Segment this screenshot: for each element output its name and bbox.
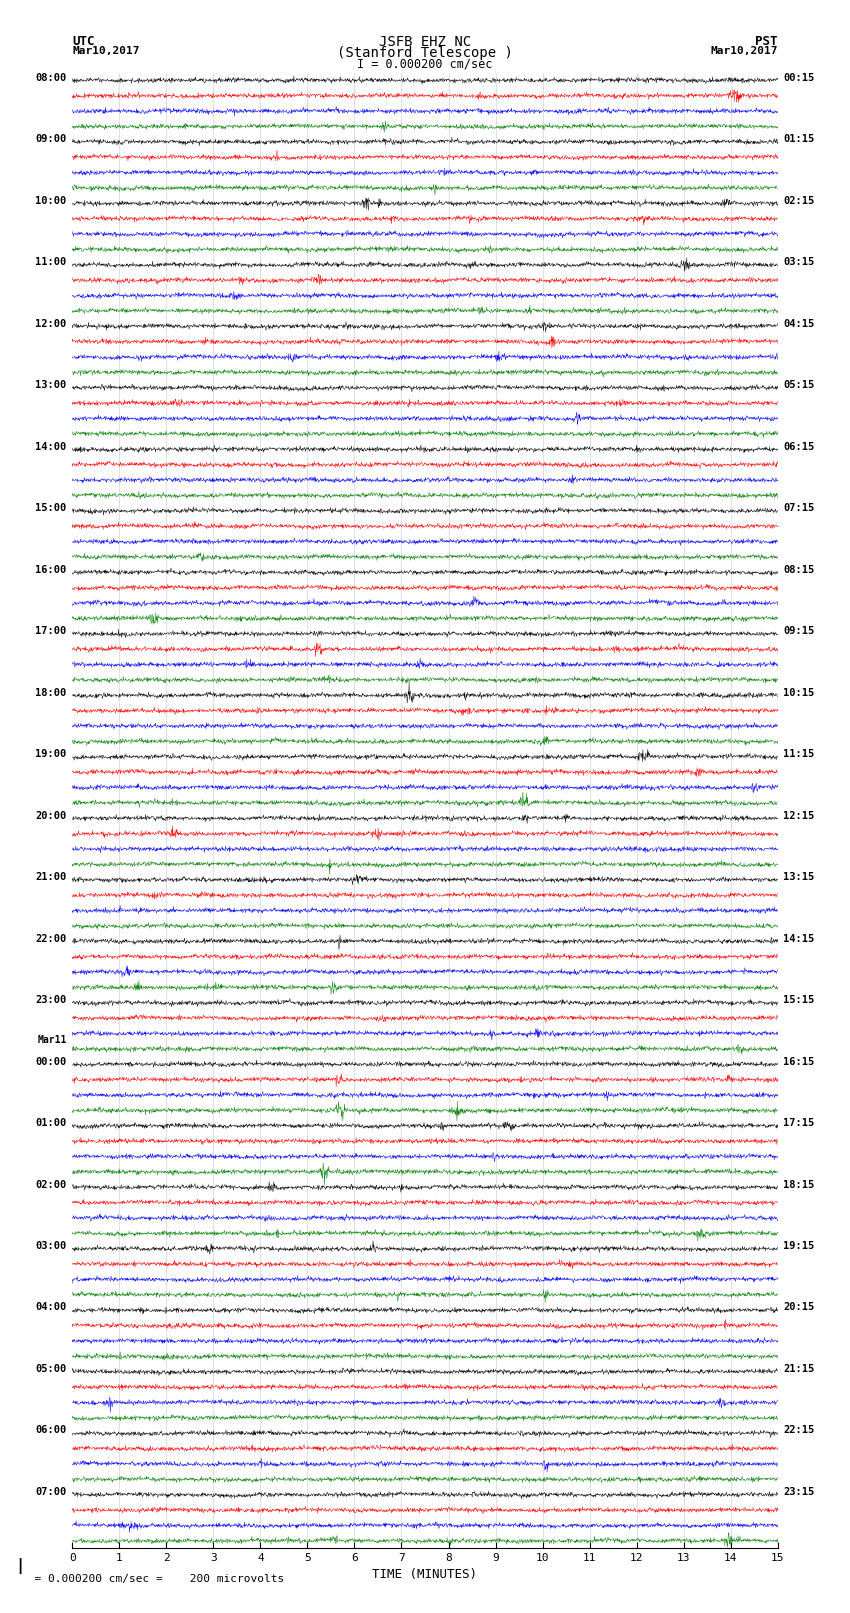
Text: 13:00: 13:00	[36, 381, 66, 390]
Text: 11:15: 11:15	[784, 748, 814, 760]
Text: 12:15: 12:15	[784, 811, 814, 821]
Text: 06:00: 06:00	[36, 1426, 66, 1436]
Text: 10:15: 10:15	[784, 687, 814, 697]
Text: |: |	[15, 1558, 25, 1574]
Text: 08:00: 08:00	[36, 73, 66, 82]
Text: 16:15: 16:15	[784, 1057, 814, 1066]
Text: 15:00: 15:00	[36, 503, 66, 513]
Text: Mar10,2017: Mar10,2017	[711, 45, 778, 56]
Text: 13:15: 13:15	[784, 873, 814, 882]
Text: 22:00: 22:00	[36, 934, 66, 944]
Text: 09:00: 09:00	[36, 134, 66, 144]
Text: 02:00: 02:00	[36, 1179, 66, 1189]
Text: UTC: UTC	[72, 35, 94, 48]
Text: 06:15: 06:15	[784, 442, 814, 452]
Text: 11:00: 11:00	[36, 256, 66, 268]
Text: 22:15: 22:15	[784, 1426, 814, 1436]
Text: 14:15: 14:15	[784, 934, 814, 944]
Text: 12:00: 12:00	[36, 319, 66, 329]
Text: 02:15: 02:15	[784, 195, 814, 205]
Text: 10:00: 10:00	[36, 195, 66, 205]
Text: 05:00: 05:00	[36, 1365, 66, 1374]
Text: 03:15: 03:15	[784, 256, 814, 268]
Text: Mar11: Mar11	[37, 1036, 66, 1045]
Text: I = 0.000200 cm/sec: I = 0.000200 cm/sec	[357, 58, 493, 71]
Text: (Stanford Telescope ): (Stanford Telescope )	[337, 45, 513, 60]
Text: 19:15: 19:15	[784, 1240, 814, 1252]
Text: 09:15: 09:15	[784, 626, 814, 636]
Text: 03:00: 03:00	[36, 1240, 66, 1252]
Text: Mar10,2017: Mar10,2017	[72, 45, 139, 56]
Text: 01:00: 01:00	[36, 1118, 66, 1127]
Text: 17:00: 17:00	[36, 626, 66, 636]
Text: 18:00: 18:00	[36, 687, 66, 697]
Text: = 0.000200 cm/sec =    200 microvolts: = 0.000200 cm/sec = 200 microvolts	[21, 1574, 285, 1584]
Text: 20:15: 20:15	[784, 1303, 814, 1313]
Text: 14:00: 14:00	[36, 442, 66, 452]
Text: 00:00: 00:00	[36, 1057, 66, 1066]
Text: PST: PST	[756, 35, 778, 48]
Text: 07:15: 07:15	[784, 503, 814, 513]
X-axis label: TIME (MINUTES): TIME (MINUTES)	[372, 1568, 478, 1581]
Text: 01:15: 01:15	[784, 134, 814, 144]
Text: 00:15: 00:15	[784, 73, 814, 82]
Text: 15:15: 15:15	[784, 995, 814, 1005]
Text: 07:00: 07:00	[36, 1487, 66, 1497]
Text: 05:15: 05:15	[784, 381, 814, 390]
Text: 18:15: 18:15	[784, 1179, 814, 1189]
Text: 20:00: 20:00	[36, 811, 66, 821]
Text: 21:00: 21:00	[36, 873, 66, 882]
Text: 23:00: 23:00	[36, 995, 66, 1005]
Text: 17:15: 17:15	[784, 1118, 814, 1127]
Text: JSFB EHZ NC: JSFB EHZ NC	[379, 35, 471, 48]
Text: 23:15: 23:15	[784, 1487, 814, 1497]
Text: 04:15: 04:15	[784, 319, 814, 329]
Text: 04:00: 04:00	[36, 1303, 66, 1313]
Text: 19:00: 19:00	[36, 748, 66, 760]
Text: 16:00: 16:00	[36, 565, 66, 574]
Text: 08:15: 08:15	[784, 565, 814, 574]
Text: 21:15: 21:15	[784, 1365, 814, 1374]
